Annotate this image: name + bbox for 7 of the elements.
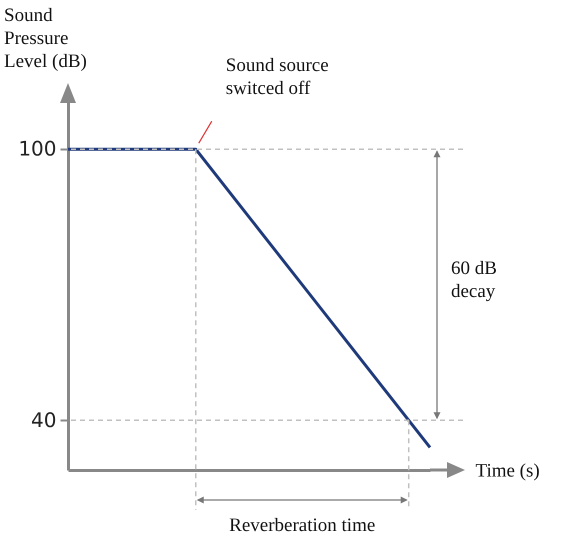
text: Reverberation time (228, 514, 376, 537)
annotation: Sound source switced off (226, 54, 330, 100)
x-axis-title: Time (s) (476, 460, 540, 482)
y-tick-label: 100 (18, 136, 56, 161)
y-tick-label: 40 (31, 408, 56, 432)
annotation: 60 dB decay (451, 256, 498, 303)
y-axis-title: Sound Pressure Level (dB) (4, 4, 88, 73)
